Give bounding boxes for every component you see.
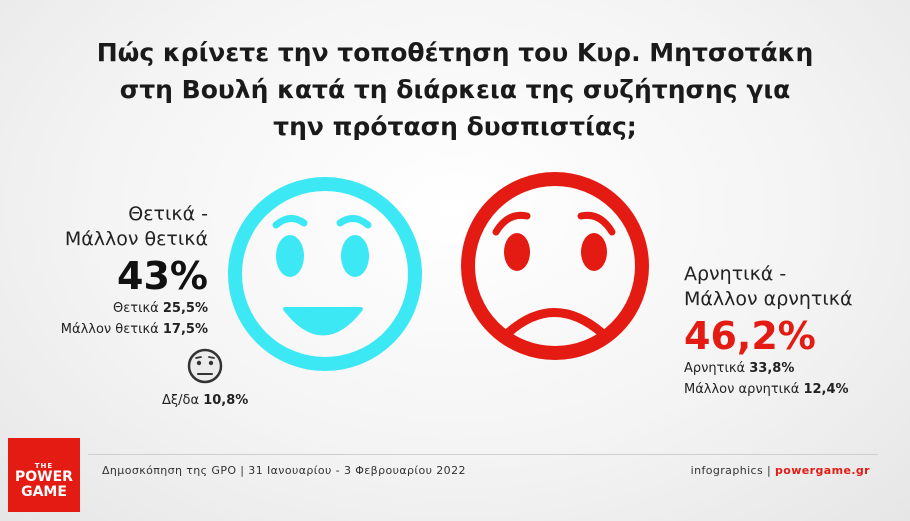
- positive-legend: Θετικά - Μάλλον θετικά 43% Θετικά 25,5% …: [61, 202, 208, 340]
- breakdown-label: Θετικά: [113, 301, 159, 316]
- title-line-1: Πώς κρίνετε την τοποθέτηση του Κυρ. Μητσ…: [96, 38, 814, 67]
- neutral-value: 10,8%: [203, 393, 249, 408]
- credit-site-link[interactable]: powergame.gr: [775, 464, 870, 477]
- negative-label-line-2: Μάλλον αρνητικά: [684, 288, 853, 310]
- breakdown-label: Μάλλον αρνητικά: [684, 382, 800, 397]
- negative-total: 46,2%: [684, 314, 816, 358]
- chart-title: Πώς κρίνετε την τοποθέτηση του Κυρ. Μητσ…: [0, 34, 910, 145]
- positive-label-line-1: Θετικά -: [128, 203, 208, 225]
- positive-breakdown-2: Μάλλον θετικά 17,5%: [61, 319, 208, 340]
- negative-breakdown-1: Αρνητικά 33,8%: [684, 358, 853, 379]
- logo-game: GAME: [21, 484, 67, 500]
- neutral-legend: Δξ/δα 10,8%: [162, 393, 248, 408]
- title-line-2: στη Βουλή κατά τη διάρκεια της συζήτησης…: [119, 75, 791, 104]
- breakdown-value: 33,8%: [749, 361, 795, 376]
- breakdown-value: 25,5%: [162, 301, 208, 316]
- footer-divider: [88, 454, 878, 455]
- breakdown-label: Αρνητικά: [684, 361, 746, 376]
- happy-face-icon: [228, 177, 422, 371]
- title-line-3: την πρόταση δυσπιστίας;: [273, 112, 637, 141]
- negative-breakdown-2: Μάλλον αρνητικά 12,4%: [684, 379, 853, 400]
- credit-prefix: infographics |: [690, 464, 776, 477]
- footer-credit: infographics | powergame.gr: [691, 464, 870, 477]
- breakdown-value: 12,4%: [803, 382, 849, 397]
- neutral-face-icon: [187, 348, 223, 384]
- neutral-label: Δξ/δα: [162, 393, 200, 408]
- logo-power: POWER: [15, 469, 73, 485]
- negative-label-line-1: Αρνητικά -: [684, 263, 787, 285]
- breakdown-value: 17,5%: [162, 322, 208, 337]
- footer-source: Δημοσκόπηση της GPO | 31 Ιανουαρίου - 3 …: [102, 464, 466, 477]
- sad-face-icon: [461, 172, 649, 360]
- powergame-logo: THE POWER GAME: [8, 438, 80, 512]
- positive-label-line-2: Μάλλον θετικά: [64, 228, 208, 250]
- logo-the: THE: [34, 462, 54, 470]
- positive-breakdown-1: Θετικά 25,5%: [61, 298, 208, 319]
- negative-legend: Αρνητικά - Μάλλον αρνητικά 46,2% Αρνητικ…: [684, 262, 853, 400]
- breakdown-label: Μάλλον θετικά: [60, 322, 159, 337]
- positive-total: 43%: [117, 254, 208, 298]
